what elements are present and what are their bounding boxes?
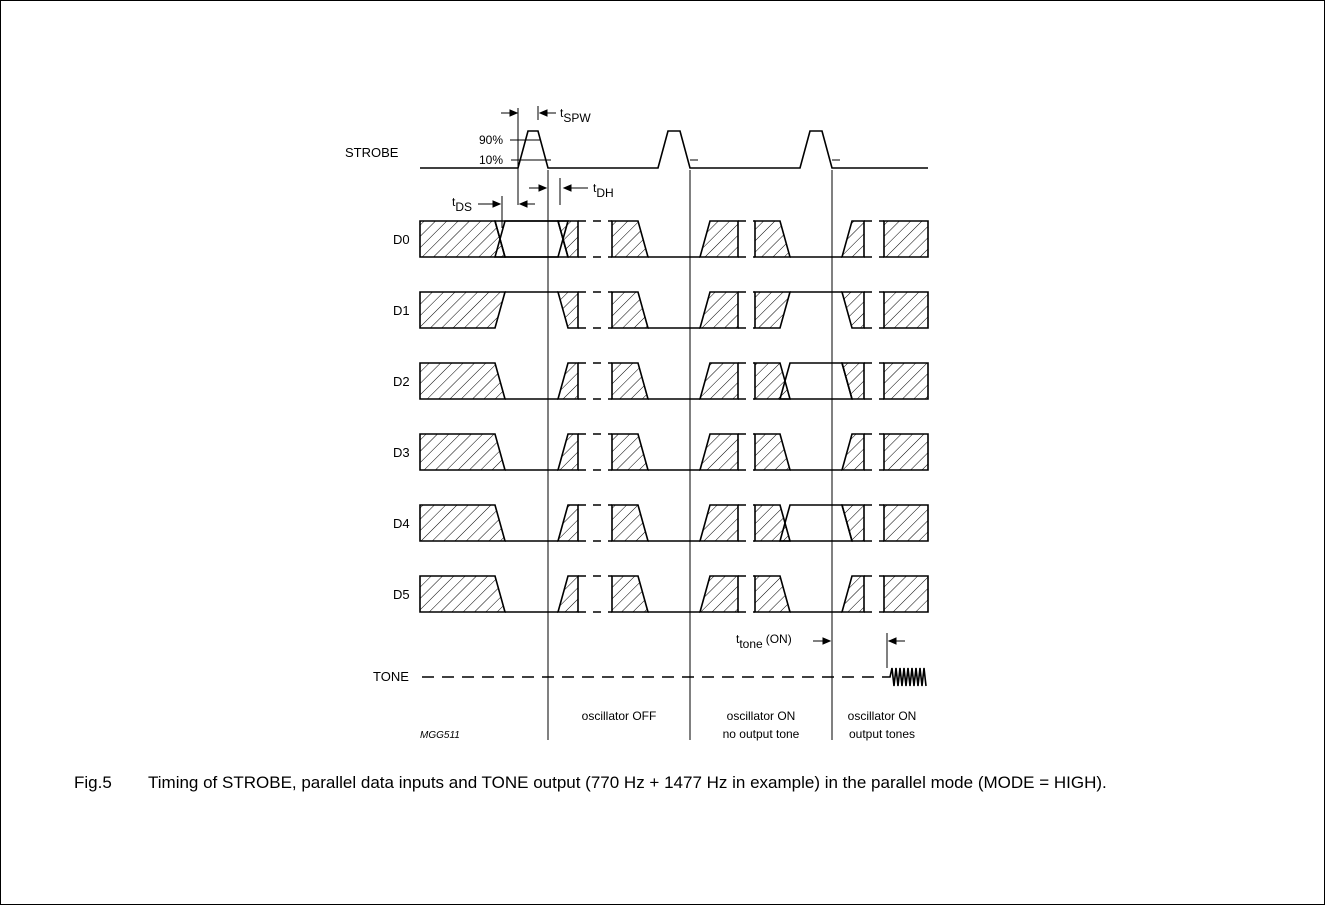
hatch-block <box>883 220 929 258</box>
hatch-block <box>556 575 579 613</box>
tone-waveform <box>422 667 927 687</box>
hatch-block <box>883 362 929 400</box>
divider-lines <box>547 170 833 740</box>
hatch-block <box>698 433 739 471</box>
hatch-block <box>611 291 650 329</box>
region-2-label-line2: no output tone <box>723 727 800 741</box>
signal-label-d4: D4 <box>393 516 410 531</box>
region-3-label-line1: oscillator ON <box>848 709 917 723</box>
hatch-block <box>840 291 865 329</box>
hatch-block <box>840 220 865 258</box>
hatch-block <box>840 433 865 471</box>
region-3-label-line2: output tones <box>849 727 915 741</box>
waveform-d4 <box>419 504 929 542</box>
waveform-d1 <box>419 291 929 329</box>
region-2-label-line1: oscillator ON <box>727 709 796 723</box>
region-1-label: oscillator OFF <box>582 709 657 723</box>
tds-label: tDS <box>452 195 472 214</box>
waveform-d3 <box>419 433 929 471</box>
signal-label-d2: D2 <box>393 374 410 389</box>
signal-label-d1: D1 <box>393 303 410 318</box>
hatch-block <box>556 433 579 471</box>
tdh-arrows <box>529 178 588 205</box>
hatch-block <box>840 362 865 400</box>
hatch-block <box>611 504 650 542</box>
hatch-block <box>883 291 929 329</box>
hatch-block <box>840 504 865 542</box>
hatch-block <box>419 504 507 542</box>
figure-caption-text: Timing of STROBE, parallel data inputs a… <box>148 773 1107 792</box>
signal-labels: STROBE D0 D1 D2 D3 D4 D5 TONE <box>345 145 410 684</box>
level-90-label: 90% <box>479 133 503 147</box>
hatch-block <box>754 575 792 613</box>
hatch-block <box>611 220 650 258</box>
data-valid-block <box>778 504 854 542</box>
waveform-d0 <box>419 220 929 258</box>
hatch-block <box>698 220 739 258</box>
figure-code: MGG511 <box>420 730 460 741</box>
hatch-block <box>698 575 739 613</box>
hatch-block <box>611 575 650 613</box>
hatch-block <box>883 504 929 542</box>
hatch-block <box>611 362 650 400</box>
hatch-block <box>419 362 507 400</box>
tspw-label: tSPW <box>560 106 591 125</box>
strobe-waveform <box>420 130 928 169</box>
signal-label-strobe: STROBE <box>345 145 399 160</box>
hatch-block <box>556 362 579 400</box>
hatch-block <box>419 433 507 471</box>
signal-label-d0: D0 <box>393 232 410 247</box>
level-10-label: 10% <box>479 153 503 167</box>
tds-arrows <box>478 196 535 228</box>
hatch-block <box>419 575 507 613</box>
ttone-arrows <box>813 633 905 668</box>
tspw-arrows <box>501 109 556 117</box>
hatch-block <box>556 291 579 329</box>
data-valid-block <box>778 362 854 400</box>
waveform-d5 <box>419 575 929 613</box>
hatch-block <box>754 291 792 329</box>
hatch-block <box>754 433 792 471</box>
hatch-block <box>698 291 739 329</box>
hatch-block <box>754 220 792 258</box>
hatch-block <box>611 433 650 471</box>
hatch-block <box>419 291 507 329</box>
waveform-d2 <box>419 362 929 400</box>
hatch-block <box>698 504 739 542</box>
signal-label-d3: D3 <box>393 445 410 460</box>
timing-diagram: STROBE D0 D1 D2 D3 D4 D5 TONE 90% 10% tS… <box>345 106 929 741</box>
hatch-block <box>840 575 865 613</box>
data-valid-block <box>493 220 570 258</box>
signal-label-d5: D5 <box>393 587 410 602</box>
hatch-block <box>556 220 579 258</box>
hatch-block <box>698 362 739 400</box>
data-valid-block-cross <box>493 220 570 258</box>
figure-number: Fig.5 <box>74 773 112 792</box>
signal-label-tone: TONE <box>373 669 409 684</box>
ttone-label: ttone (ON) <box>736 632 792 651</box>
hatch-block <box>883 575 929 613</box>
tdh-label: tDH <box>593 181 614 200</box>
hatch-block <box>419 220 507 258</box>
hatch-block <box>556 504 579 542</box>
strobe-level-marks <box>510 106 840 205</box>
hatch-block <box>883 433 929 471</box>
